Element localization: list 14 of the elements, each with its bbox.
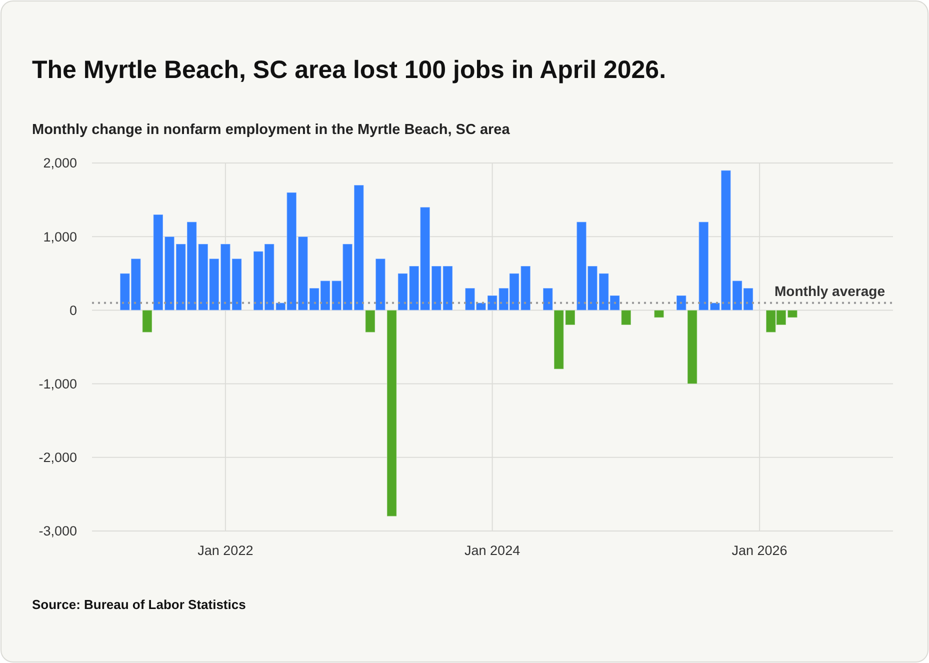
x-tick-label: Jan 2024 — [464, 543, 521, 558]
y-tick-label: 2,000 — [43, 156, 77, 171]
chart-title: The Myrtle Beach, SC area lost 100 jobs in April 2026. — [32, 56, 666, 84]
bar — [654, 310, 664, 318]
chart-subtitle: Monthly change in nonfarm employment in the Myrtle Beach, SC area — [32, 122, 511, 138]
y-tick-label: -2,000 — [38, 450, 77, 466]
y-tick-label: 1,000 — [43, 229, 77, 244]
ref-line-label: Monthly average — [774, 282, 886, 299]
y-tick-label: -3,000 — [38, 524, 77, 539]
x-tick-label: Jan 2022 — [198, 543, 254, 558]
x-tick-label: Jan 2026 — [732, 543, 788, 558]
source-note: Source: Bureau of Labor Statistics — [32, 597, 246, 612]
y-tick-label: -1,000 — [38, 376, 77, 392]
y-tick-label: 0 — [69, 302, 77, 318]
